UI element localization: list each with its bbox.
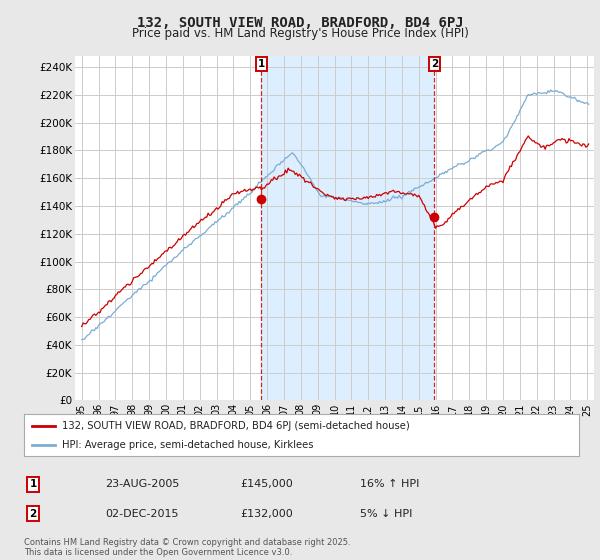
Text: £145,000: £145,000 (240, 479, 293, 489)
Text: 2: 2 (29, 508, 37, 519)
Bar (261, 56, 434, 400)
Text: 02-DEC-2015: 02-DEC-2015 (105, 508, 179, 519)
Text: Price paid vs. HM Land Registry's House Price Index (HPI): Price paid vs. HM Land Registry's House … (131, 27, 469, 40)
Text: 16% ↑ HPI: 16% ↑ HPI (360, 479, 419, 489)
Text: 23-AUG-2005: 23-AUG-2005 (105, 479, 179, 489)
Text: 1: 1 (29, 479, 37, 489)
Text: 1: 1 (257, 59, 265, 69)
Text: HPI: Average price, semi-detached house, Kirklees: HPI: Average price, semi-detached house,… (62, 440, 313, 450)
Text: 5% ↓ HPI: 5% ↓ HPI (360, 508, 412, 519)
Text: 2: 2 (431, 59, 438, 69)
Text: Contains HM Land Registry data © Crown copyright and database right 2025.
This d: Contains HM Land Registry data © Crown c… (24, 538, 350, 557)
Text: 132, SOUTH VIEW ROAD, BRADFORD, BD4 6PJ (semi-detached house): 132, SOUTH VIEW ROAD, BRADFORD, BD4 6PJ … (62, 421, 409, 431)
Text: 132, SOUTH VIEW ROAD, BRADFORD, BD4 6PJ: 132, SOUTH VIEW ROAD, BRADFORD, BD4 6PJ (137, 16, 463, 30)
Text: £132,000: £132,000 (240, 508, 293, 519)
